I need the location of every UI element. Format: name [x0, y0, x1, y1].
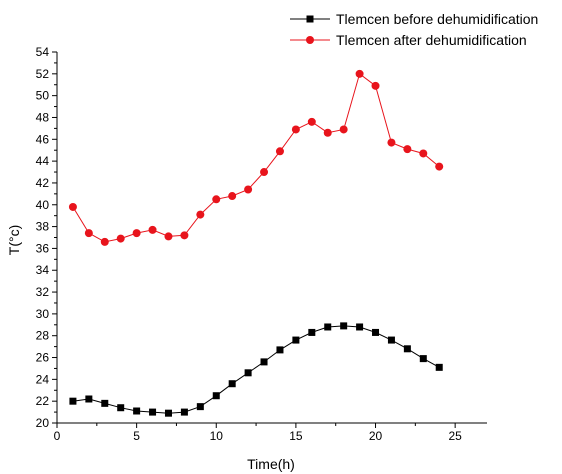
data-point: [403, 345, 411, 353]
data-point: [68, 202, 77, 211]
data-point: [164, 409, 172, 417]
data-point: [260, 358, 268, 366]
y-tick-label: 38: [36, 220, 50, 234]
data-point: [260, 168, 269, 177]
data-point: [324, 323, 332, 331]
data-point: [180, 231, 189, 240]
data-point: [339, 125, 348, 134]
data-point: [355, 69, 364, 78]
legend-marker: [306, 36, 314, 44]
y-tick-label: 30: [36, 307, 50, 321]
data-point: [291, 125, 300, 134]
data-point: [228, 380, 236, 388]
x-tick-label: 15: [289, 429, 303, 443]
x-tick-label: 5: [133, 429, 140, 443]
data-point: [116, 234, 125, 243]
data-point: [196, 403, 204, 411]
data-point: [307, 117, 316, 126]
series-2: [68, 69, 444, 246]
y-tick-label: 22: [36, 394, 50, 408]
x-tick-label: 10: [210, 429, 224, 443]
data-point: [340, 322, 348, 330]
legend-item: Tlemcen before dehumidification: [290, 11, 538, 27]
y-tick-label: 48: [36, 110, 50, 124]
data-point: [101, 399, 109, 407]
y-tick-label: 32: [36, 285, 50, 299]
data-point: [85, 395, 93, 403]
data-point: [356, 323, 364, 331]
data-point: [100, 237, 109, 246]
data-point: [435, 162, 444, 171]
x-tick-label: 20: [369, 429, 383, 443]
y-axis-title: T(°c): [6, 225, 22, 255]
data-point: [372, 328, 380, 336]
data-point: [308, 328, 316, 336]
y-tick-label: 44: [36, 154, 50, 168]
data-point: [387, 336, 395, 344]
data-point: [371, 81, 380, 90]
data-point: [276, 346, 284, 354]
data-point: [292, 336, 300, 344]
data-point: [132, 229, 141, 238]
data-point: [403, 145, 412, 154]
y-tick-label: 34: [36, 263, 50, 277]
legend-label: Tlemcen after dehumidification: [336, 32, 527, 48]
data-point: [164, 232, 173, 241]
y-tick-label: 50: [36, 89, 50, 103]
x-tick-label: 0: [54, 429, 61, 443]
data-point: [244, 185, 253, 194]
data-point: [419, 355, 427, 363]
data-point: [84, 229, 93, 238]
data-point: [228, 192, 237, 201]
y-tick-label: 46: [36, 132, 50, 146]
data-point: [387, 138, 396, 147]
legend-item: Tlemcen after dehumidification: [290, 32, 527, 48]
y-tick-label: 42: [36, 176, 50, 190]
data-point: [117, 404, 125, 412]
y-tick-label: 52: [36, 67, 50, 81]
y-tick-label: 40: [36, 198, 50, 212]
x-tick-label: 25: [448, 429, 462, 443]
series-line: [72, 325, 440, 414]
data-point: [148, 225, 157, 234]
y-tick-label: 24: [36, 372, 50, 386]
legend-label: Tlemcen before dehumidification: [336, 11, 538, 27]
data-point: [133, 407, 141, 415]
data-point: [323, 128, 332, 137]
data-point: [275, 147, 284, 156]
data-point: [196, 210, 205, 219]
y-tick-label: 36: [36, 241, 50, 255]
legend: Tlemcen before dehumidification Tlemcen a…: [290, 11, 538, 48]
y-tick-label: 54: [36, 45, 50, 59]
data-point: [180, 408, 188, 416]
y-tick-label: 26: [36, 351, 50, 365]
data-point: [419, 149, 428, 158]
data-point: [244, 369, 252, 377]
data-point: [212, 195, 221, 204]
series-line: [72, 72, 440, 243]
y-tick-label: 28: [36, 329, 50, 343]
data-point: [435, 363, 443, 371]
data-point: [212, 392, 220, 400]
legend-marker: [306, 15, 314, 23]
y-tick-label: 20: [36, 416, 50, 430]
tick-marks: 0 5 10 15 20 25 20 22 24 26 28 30 32 34 36 38 40 42 44 46 48…: [36, 45, 463, 443]
data-point: [149, 408, 157, 416]
data-point: [69, 397, 77, 405]
series-layer: [68, 69, 444, 417]
x-axis-title: Time(h): [247, 456, 295, 472]
series-1: [69, 322, 443, 417]
